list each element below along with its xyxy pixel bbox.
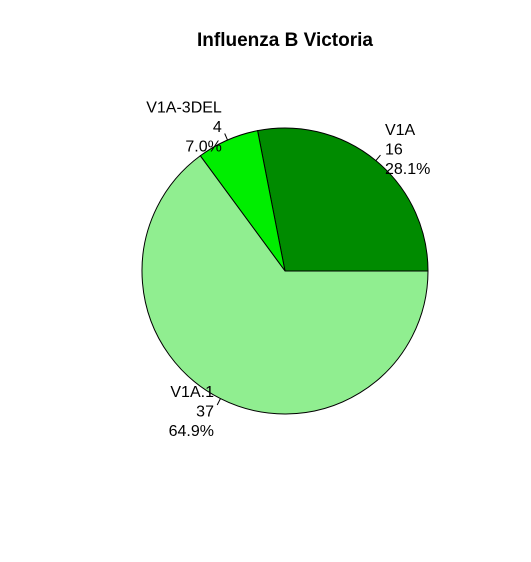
slice-count-v1a: 16 (385, 142, 403, 159)
slice-percent-v1a.1: 64.9% (169, 423, 214, 440)
slice-label-v1a: V1A (385, 122, 416, 139)
slice-label-v1a-3del: V1A-3DEL (146, 99, 222, 116)
slice-count-v1a-3del: 4 (213, 119, 222, 136)
slice-labels: V1A 16 28.1% V1A-3DEL 4 7.0% V1A.1 37 64.9% (146, 99, 430, 439)
leader-line-v1a-3del (224, 133, 229, 141)
leader-line-v1a.1 (216, 398, 221, 406)
slice-percent-v1a-3del: 7.0% (185, 138, 221, 155)
chart-title: Influenza B Victoria (197, 30, 373, 51)
slice-count-v1a.1: 37 (196, 403, 214, 420)
slice-percent-v1a: 28.1% (385, 161, 430, 178)
pie-slice-v1a.1 (141, 155, 429, 415)
slice-label-v1a.1: V1A.1 (170, 384, 214, 401)
pie-slices (141, 127, 429, 415)
leader-line-v1a (375, 154, 381, 161)
